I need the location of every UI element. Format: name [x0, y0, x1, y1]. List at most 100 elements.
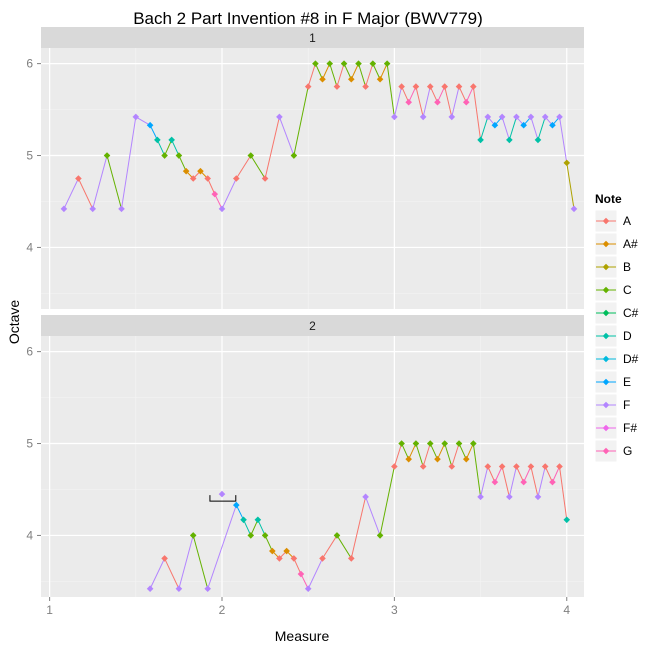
note-point-A: [347, 555, 355, 562]
note-segment-F: [178, 535, 194, 589]
note-point-C: [247, 532, 255, 539]
note-segment-F: [501, 116, 510, 141]
facet-strip-label: 2: [309, 319, 316, 333]
y-tick-label: 6: [26, 57, 33, 71]
note-segment-C: [372, 63, 381, 80]
legend-key-point: [602, 447, 610, 455]
note-point-A: [513, 463, 520, 470]
note-point-F: [534, 493, 542, 501]
note-segment-A: [429, 86, 438, 103]
note-segment-A: [458, 86, 467, 103]
note-point-F: [218, 205, 226, 213]
note-segment-C: [106, 155, 122, 209]
legend-item-F: F: [594, 393, 630, 417]
note-point-G: [211, 190, 219, 198]
note-segment-A: [365, 63, 374, 87]
note-segment-A: [451, 443, 460, 467]
note-segment-D: [537, 116, 546, 141]
note-point-C: [103, 152, 111, 159]
legend-item-A#: A#: [594, 232, 638, 256]
facet-panel-2: 2 4 5 6 1 2 3 4: [26, 315, 584, 617]
note-segment-C: [401, 443, 410, 460]
note-segment-C: [343, 63, 352, 80]
note-point-C: [369, 60, 377, 67]
note-segment-G: [214, 193, 223, 210]
note-segment-A: [487, 466, 496, 483]
note-point-C: [340, 60, 348, 67]
note-segment-F: [451, 86, 460, 118]
note-point-B: [563, 159, 571, 167]
legend-item-E: E: [594, 370, 631, 394]
y-tick-label: 6: [26, 345, 33, 359]
note-point-G: [491, 478, 499, 486]
note-point-D: [534, 136, 542, 144]
note-point-D: [477, 136, 484, 144]
panel-background: [41, 336, 584, 597]
legend-label: C#: [623, 306, 639, 320]
note-segment-C: [178, 155, 187, 172]
note-segment-G: [408, 86, 417, 103]
x-tick-label: 1: [46, 603, 53, 617]
note-segment-A: [422, 443, 431, 467]
note-point-A#: [376, 75, 384, 83]
note-segment-C: [250, 519, 259, 536]
x-tick-label: 2: [219, 603, 226, 617]
note-point-C: [412, 440, 420, 447]
note-point-C: [376, 532, 384, 539]
note-segment-C: [386, 63, 395, 117]
note-point-C: [455, 440, 463, 447]
note-segment-A#: [408, 443, 417, 460]
note-segment-F: [422, 86, 431, 118]
panel-background: [41, 48, 584, 309]
note-segment-C: [329, 63, 338, 87]
note-point-A: [441, 83, 449, 90]
note-point-C: [355, 60, 362, 67]
note-point-G: [297, 570, 305, 578]
note-point-A: [412, 83, 420, 90]
note-segment-A: [350, 496, 367, 559]
legend-item-D#: D#: [594, 347, 639, 371]
note-point-C: [312, 60, 319, 67]
note-segment-F: [559, 116, 568, 163]
note-point-F: [527, 113, 535, 121]
note-point-C: [426, 440, 434, 447]
legend-item-C#: C#: [594, 301, 639, 325]
chart-title: Bach 2 Part Invention #8 in F Major (BWV…: [133, 9, 483, 28]
note-segment-A: [264, 116, 280, 179]
note-segment-D: [508, 116, 517, 141]
note-segment-E: [235, 504, 244, 521]
legend-item-C: C: [594, 278, 632, 302]
panels-layer: 1 4 5 6 2 4 5 6 1 2 3 4: [26, 27, 584, 617]
y-tick-label: 5: [26, 437, 33, 451]
legend-key-point: [602, 378, 610, 386]
x-tick-label: 4: [563, 603, 570, 617]
note-point-F: [118, 205, 125, 213]
note-point-A: [290, 555, 298, 562]
note-segment-F: [207, 504, 237, 589]
legend-key-point: [602, 332, 610, 340]
note-segment-A: [393, 443, 403, 467]
note-segment-G: [523, 466, 532, 483]
note-segment-D: [156, 139, 166, 156]
note-point-G: [520, 478, 527, 486]
legend-key-point: [602, 401, 610, 409]
note-point-A: [75, 175, 82, 182]
note-segment-F: [365, 496, 381, 536]
note-point-F: [477, 493, 484, 501]
note-point-A#: [197, 167, 204, 175]
note-segment-A: [336, 63, 345, 87]
note-segment-G: [551, 466, 560, 483]
note-point-F: [513, 113, 520, 121]
note-segment-F: [307, 558, 323, 589]
note-point-A#: [347, 75, 355, 83]
note-point-A#: [283, 547, 290, 555]
note-segment-C: [336, 535, 352, 559]
legend-label: E: [623, 375, 631, 389]
note-point-G: [549, 478, 556, 486]
note-point-A: [398, 83, 405, 90]
legend-label: F: [623, 398, 630, 412]
legend: Note A A# BC C# D D# EF F# G: [594, 192, 639, 463]
note-point-F: [276, 113, 283, 121]
note-segment-F: [508, 466, 517, 497]
